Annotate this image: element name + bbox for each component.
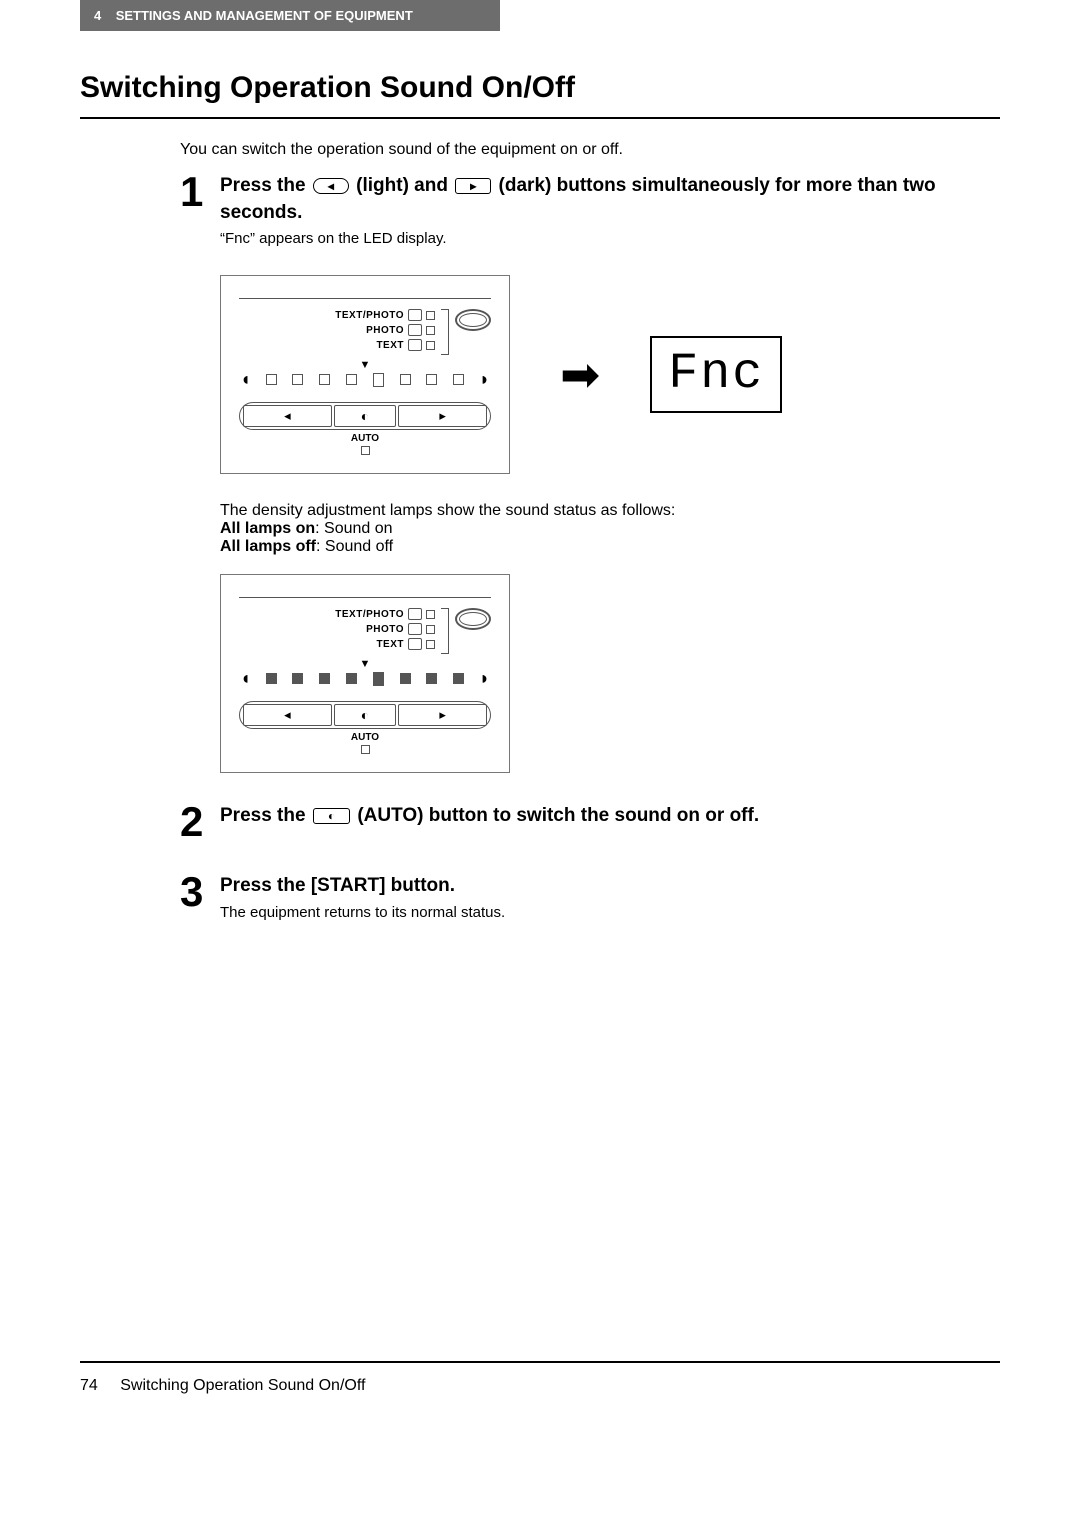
lamp-icon [426, 326, 435, 335]
mode-label: TEXT [376, 639, 404, 650]
step-instruction: Press the ◐ (AUTO) button to switch the … [220, 803, 1000, 830]
chapter-number: 4 [94, 8, 101, 23]
control-panel-diagram: TEXT/PHOTO PHOTO TEXT ▼ ◖ ◗ [220, 275, 510, 474]
lamp-icon [319, 673, 330, 684]
step-text: Press the [220, 175, 311, 196]
step-number: 2 [180, 801, 220, 843]
auto-button-icon: ◐ [334, 405, 397, 427]
auto-label: AUTO [239, 433, 491, 444]
lamp-icon [373, 373, 384, 387]
step-number: 1 [180, 171, 220, 247]
mode-icon [408, 309, 422, 321]
step-text: (AUTO) button to switch the sound on or … [357, 805, 759, 826]
lamp-icon [453, 673, 464, 684]
lamp-icon [319, 374, 330, 385]
mode-icon [408, 638, 422, 650]
step-text: (light) and [356, 175, 448, 196]
mode-button-icon [455, 608, 491, 630]
dark-half-icon: ◗ [478, 668, 491, 689]
right-button-icon: ▸ [398, 405, 487, 427]
lamp-icon [373, 672, 384, 686]
panel-row-1: TEXT/PHOTO PHOTO TEXT ▼ ◖ ◗ [220, 275, 1000, 474]
step-2: 2 Press the ◐ (AUTO) button to switch th… [180, 801, 1000, 843]
button-row: ◂ ◐ ▸ [239, 701, 491, 729]
bracket-icon [441, 608, 449, 654]
lamp-icon [426, 625, 435, 634]
led-display: Fnc [650, 336, 782, 413]
lamp-icon [361, 745, 370, 754]
bracket-icon [441, 309, 449, 355]
density-bar: ▼ ◖ ◗ [239, 369, 491, 390]
dark-button-icon: ▸ [455, 178, 491, 194]
light-half-icon: ◖ [239, 369, 252, 390]
lamp-icon [426, 311, 435, 320]
mode-icon [408, 339, 422, 351]
mode-label: TEXT [376, 340, 404, 351]
lamp-icon [426, 610, 435, 619]
mode-label: PHOTO [366, 624, 404, 635]
page-footer: 74 Switching Operation Sound On/Off [80, 1361, 1000, 1395]
step-number: 3 [180, 871, 220, 921]
left-button-icon: ◂ [243, 704, 332, 726]
status-block: The density adjustment lamps show the so… [220, 502, 1000, 556]
step-3: 3 Press the [START] button. The equipmen… [180, 871, 1000, 921]
auto-label: AUTO [239, 732, 491, 743]
step-1: 1 Press the ◂ (light) and ▸ (dark) butto… [180, 171, 1000, 247]
status-on-desc: : Sound on [315, 520, 392, 537]
step-subtext: The equipment returns to its normal stat… [220, 904, 1000, 921]
status-off-label: All lamps off [220, 538, 316, 555]
density-bar: ▼ ◖ ◗ [239, 668, 491, 689]
mode-label: PHOTO [366, 325, 404, 336]
status-intro: The density adjustment lamps show the so… [220, 502, 1000, 520]
section-title: Switching Operation Sound On/Off [80, 71, 1000, 119]
lamp-icon [292, 374, 303, 385]
marker-icon: ▼ [360, 658, 371, 670]
mode-label: TEXT/PHOTO [335, 310, 404, 321]
auto-button-icon: ◐ [313, 808, 350, 824]
status-on-label: All lamps on [220, 520, 315, 537]
status-off-desc: : Sound off [316, 538, 393, 555]
marker-icon: ▼ [360, 359, 371, 371]
lamp-icon [426, 640, 435, 649]
dark-half-icon: ◗ [478, 369, 491, 390]
mode-icon [408, 324, 422, 336]
mode-icon [408, 608, 422, 620]
step-instruction: Press the ◂ (light) and ▸ (dark) buttons… [220, 173, 1000, 226]
panel-row-2: TEXT/PHOTO PHOTO TEXT ▼ ◖ ◗ [220, 574, 1000, 773]
lamp-icon [266, 673, 277, 684]
lamp-icon [346, 673, 357, 684]
lamp-icon [361, 446, 370, 455]
step-instruction: Press the [START] button. [220, 873, 1000, 900]
control-panel-diagram: TEXT/PHOTO PHOTO TEXT ▼ ◖ ◗ [220, 574, 510, 773]
step-subtext: “Fnc” appears on the LED display. [220, 230, 1000, 247]
right-button-icon: ▸ [398, 704, 487, 726]
lamp-icon [266, 374, 277, 385]
lamp-icon [426, 673, 437, 684]
left-button-icon: ◂ [243, 405, 332, 427]
lamp-icon [400, 673, 411, 684]
lamp-icon [453, 374, 464, 385]
button-row: ◂ ◐ ▸ [239, 402, 491, 430]
mode-label: TEXT/PHOTO [335, 609, 404, 620]
lamp-icon [426, 374, 437, 385]
lamp-icon [346, 374, 357, 385]
auto-button-icon: ◐ [334, 704, 397, 726]
arrow-right-icon: ➡ [560, 347, 600, 403]
lamp-icon [292, 673, 303, 684]
footer-title: Switching Operation Sound On/Off [120, 1377, 365, 1394]
chapter-title: SETTINGS AND MANAGEMENT OF EQUIPMENT [116, 8, 413, 23]
page-number: 74 [80, 1377, 98, 1394]
step-text: Press the [220, 805, 311, 826]
mode-button-icon [455, 309, 491, 331]
lamp-icon [400, 374, 411, 385]
intro-text: You can switch the operation sound of th… [180, 141, 1000, 159]
lamp-icon [426, 341, 435, 350]
light-half-icon: ◖ [239, 668, 252, 689]
light-button-icon: ◂ [313, 178, 349, 194]
mode-icon [408, 623, 422, 635]
chapter-header: 4 SETTINGS AND MANAGEMENT OF EQUIPMENT [80, 0, 500, 31]
